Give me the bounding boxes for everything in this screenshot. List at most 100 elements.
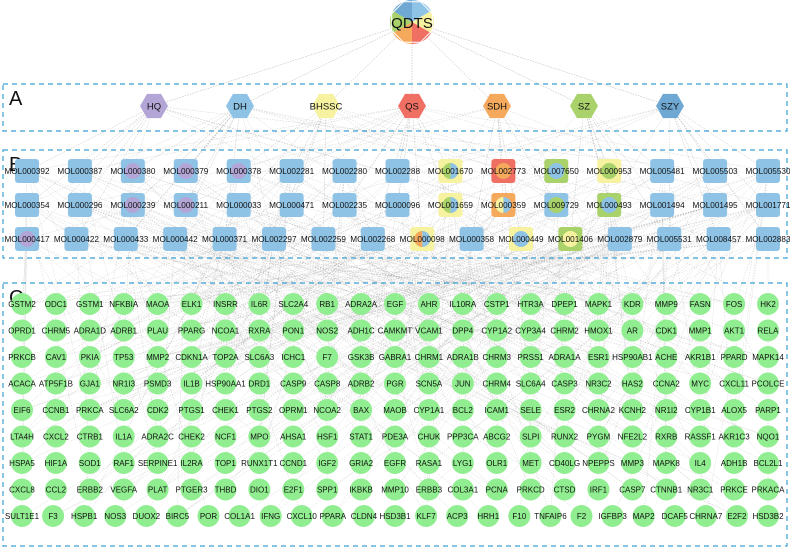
target-circle [587,399,610,421]
target-circle [180,452,203,474]
target-node: HIF1A [45,452,68,474]
target-circle [214,425,237,448]
target-label: CASP9 [280,380,307,389]
target-node: HSP90AA1 [205,372,246,395]
compound-node: MOL000471 [269,193,315,217]
target-circle [350,399,373,421]
target-circle [655,293,678,315]
target-node: CYP1B1 [685,399,716,421]
herb-hexagon [226,93,254,119]
edge-herb-compound [239,105,292,206]
edge-compound-target [361,204,769,305]
target-label: NR1I3 [112,380,135,389]
root-node: QDTS [390,0,434,44]
target-label: NR3C2 [585,380,612,389]
edge-compound-target [125,238,497,490]
target-node: CXCL8 [9,478,35,501]
target-node: KDR [621,293,644,315]
target-label: MAOB [383,406,407,415]
target-node: ICHC1 [281,346,306,368]
target-circle [282,399,305,421]
root-label: QDTS [391,15,433,32]
target-node: OPRM1 [279,399,308,421]
target-circle [214,399,237,421]
target-label: CDK2 [147,406,169,415]
target-label: DIO1 [250,486,269,495]
edge-compound-target [225,238,373,358]
edge-compound-target [52,204,398,517]
target-circle [112,425,135,448]
target-node: IL1A [112,425,135,448]
compound-label: MOL000211 [164,201,209,210]
target-circle [757,399,779,421]
edge-compound-target [530,238,769,331]
target-node: MMP2 [146,346,170,368]
edge-herb-compound [344,105,413,172]
compound-node: MOL002268 [350,227,396,251]
target-label: PRKCB [8,353,36,362]
target-label: NOS3 [104,512,126,521]
edge-compound-target [26,204,362,305]
target-circle [248,346,271,368]
edge-compound-target [360,170,451,305]
target-circle [485,425,508,448]
target-node: BIRC5 [166,505,190,527]
target-label: CHEK2 [178,433,205,442]
target-node: F3 [42,505,65,527]
target-label: PRKCA [76,406,104,415]
target-circle [316,478,339,501]
edge-compound-target [360,170,451,411]
compound-label: MOL000433 [103,235,149,244]
target-label: ERBB3 [416,486,443,495]
target-circle [180,372,203,395]
compound-label: MOL005530 [745,167,790,176]
target-label: CYP1B1 [685,406,716,415]
compound-label: MOL001406 [548,235,594,244]
edge-compound-target [26,170,735,437]
target-circle [451,346,474,368]
edge-compound-target [291,204,735,305]
target-node: CHUK [418,425,441,448]
target-node: CHRM5 [42,319,71,342]
edge-herb-compound [471,105,498,240]
target-node: SLPI [519,425,542,448]
section-box-a [2,83,788,132]
target-circle [621,293,644,315]
target-node: CDK2 [146,399,169,421]
target-label: IGFBP3 [598,512,627,521]
edge-herb-compound [669,105,769,240]
target-label: PPARA [320,512,347,521]
root-wedge [390,11,412,33]
target-label: ICHC1 [281,353,306,362]
root-wedge [412,11,434,33]
target-node: CXCL10 [287,505,317,527]
target-label: EIF6 [14,406,31,415]
root-wedge [412,22,432,44]
edge-compound-target [344,204,565,490]
target-label: CDK1 [656,327,678,336]
edge-compound-target [175,238,294,384]
target-node: EGFR [384,452,406,474]
edge-compound-target [191,238,571,490]
target-node: ODC1 [45,293,68,315]
target-circle [519,372,542,395]
target-node: NR3C1 [687,478,714,501]
target-label: NCOA2 [313,406,341,415]
target-circle [417,452,440,474]
target-node: DPEP1 [551,293,578,315]
compound-label: MOL002288 [375,167,421,176]
edge-compound-target [520,238,769,411]
edge-herb-compound [26,105,241,206]
target-label: COL1A1 [224,512,255,521]
target-circle [44,478,67,501]
target-label: IL1B [183,380,199,389]
target-circle [689,319,712,342]
target-node: COL1A1 [224,505,255,527]
compound-label: MOL002297 [251,235,297,244]
target-node: POR [197,505,220,527]
edge-compound-target [125,238,565,490]
compound-label: MOL000379 [163,167,209,176]
target-circle [723,399,746,421]
target-node: PTGS1 [178,399,205,421]
target-node: CHRM2 [550,319,579,342]
